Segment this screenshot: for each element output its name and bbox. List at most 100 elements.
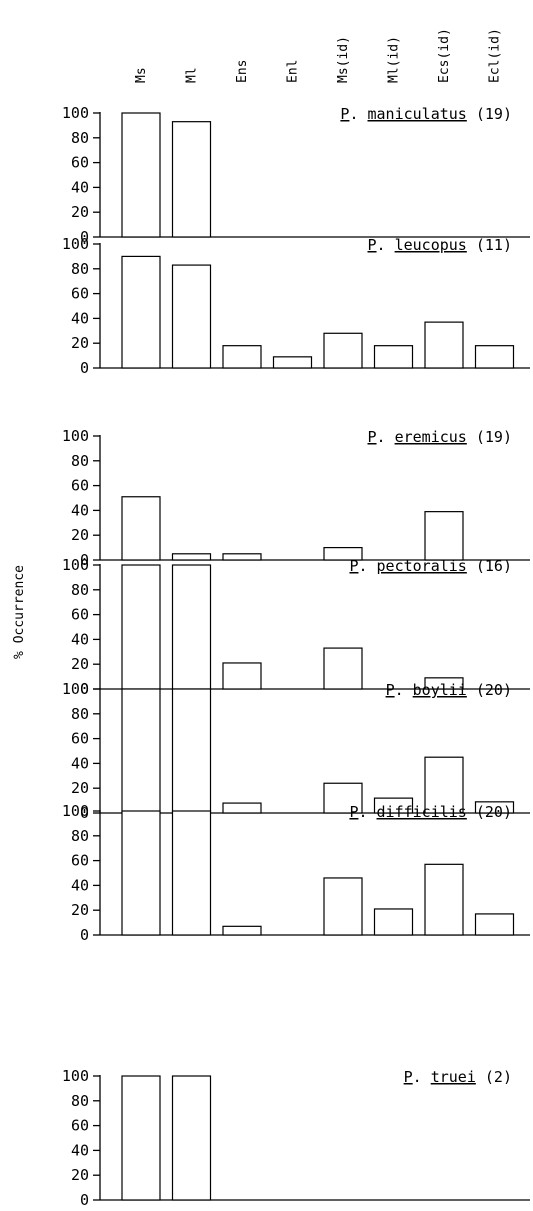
bar [424,756,464,814]
bar [171,553,212,561]
bar [121,255,161,369]
category-label: Ml [185,67,200,83]
y-tick-label: 0 [80,680,89,698]
panel-species: eremicus [395,428,467,446]
y-tick-label: 80 [71,705,89,723]
y-tick-label: 40 [71,754,89,772]
panel-genus: P [349,803,358,821]
panel-title-gap [467,681,476,699]
y-tick-label: 60 [71,154,89,172]
panel-genus-dot: . [358,557,376,575]
panel-title-gap [467,803,476,821]
panel-genus-dot: . [377,236,395,254]
panel-genus-dot: . [413,1068,431,1086]
bar [171,1075,212,1201]
bar [222,925,262,936]
category-label: Ens [235,60,250,83]
panel-species: pectoralis [377,557,467,575]
y-tick-label: 40 [71,630,89,648]
panel-title-gap [467,428,476,446]
y-tick-label: 100 [62,556,89,574]
y-tick-label: 20 [71,901,89,919]
y-tick-label: 100 [62,104,89,122]
panel-title: P. pectoralis (16) [349,557,512,575]
panel-species: boylii [413,681,467,699]
bar [323,782,363,814]
y-tick-label: 20 [71,526,89,544]
panel: 0 20 40 60 80 100 P. difficilis (20) [62,802,530,944]
panel-genus: P [368,428,377,446]
bar [474,913,515,936]
y-tick-label: 0 [80,1191,89,1209]
bar [323,877,363,936]
y-tick-label: 80 [71,260,89,278]
panel: 0 20 40 60 80 100 P. truei (2) [62,1067,530,1209]
panel-genus-dot: . [358,803,376,821]
bar [222,345,262,369]
panel-title: P. truei (2) [404,1068,512,1086]
y-tick-label: 0 [80,228,89,246]
category-labels: Ms Ml Ens Enl Ms(id) Ml(id) Ecs(id) Ecl(id) [134,28,503,83]
panel-species: leucopus [395,236,467,254]
bar [171,121,212,238]
bar [121,1075,161,1201]
panel-title-gap [467,105,476,123]
chart-panels: 0 20 40 60 80 100 P. maniculatus (19) 0 20 40 60 80… [62,104,530,1209]
y-tick-label: 100 [62,802,89,820]
bar [121,564,161,690]
category-label: Ecl(id) [488,28,503,83]
y-tick-label: 80 [71,827,89,845]
y-tick-label: 100 [62,1067,89,1085]
bar [121,688,161,814]
y-tick-label: 100 [62,680,89,698]
panel: 0 20 40 60 80 100 P. boylii (20) [62,680,530,822]
y-tick-label: 100 [62,235,89,253]
y-tick-label: 40 [71,1141,89,1159]
bar [424,511,464,561]
bar [424,677,464,690]
panel-sample-size: (20) [476,803,512,821]
y-tick-label: 60 [71,1117,89,1135]
y-tick-label: 20 [71,779,89,797]
bar [323,546,363,561]
bar [121,810,161,936]
y-tick-label: 80 [71,581,89,599]
y-tick-label: 20 [71,1166,89,1184]
panel-sample-size: (19) [476,105,512,123]
panel: 0 20 40 60 80 100 P. pectoralis (16) [62,556,530,698]
bar [373,345,414,369]
panel-sample-size: (2) [485,1068,512,1086]
bar [474,801,515,814]
category-label: Ms(id) [336,36,351,83]
panel-species: maniculatus [368,105,467,123]
panel-genus: P [368,236,377,254]
y-tick-label: 0 [80,926,89,944]
y-tick-label: 20 [71,334,89,352]
panel-title: P. boylii (20) [386,681,512,699]
bar [474,345,515,369]
y-tick-label: 40 [71,501,89,519]
bar [121,112,161,238]
panel-title: P. difficilis (20) [349,803,512,821]
panel-species: difficilis [377,803,467,821]
panel-genus: P [349,557,358,575]
y-tick-label: 0 [80,359,89,377]
y-tick-label: 40 [71,309,89,327]
y-tick-label: 20 [71,203,89,221]
y-tick-label: 60 [71,606,89,624]
panel: 0 20 40 60 80 100 P. leucopus (11) [62,235,530,377]
panel: 0 20 40 60 80 100 P. maniculatus (19) [62,104,530,246]
bar [373,797,414,814]
panel-title: P. leucopus (11) [368,236,513,254]
bar [373,908,414,936]
panel-genus-dot: . [377,428,395,446]
bar [222,662,262,690]
panel-sample-size: (19) [476,428,512,446]
panel-title: P. maniculatus (19) [340,105,512,123]
bar [323,647,363,690]
panel-title-gap [467,236,476,254]
category-label: Ms [134,67,149,83]
y-tick-label: 80 [71,1092,89,1110]
panel-genus-dot: . [349,105,367,123]
bar [222,553,262,561]
